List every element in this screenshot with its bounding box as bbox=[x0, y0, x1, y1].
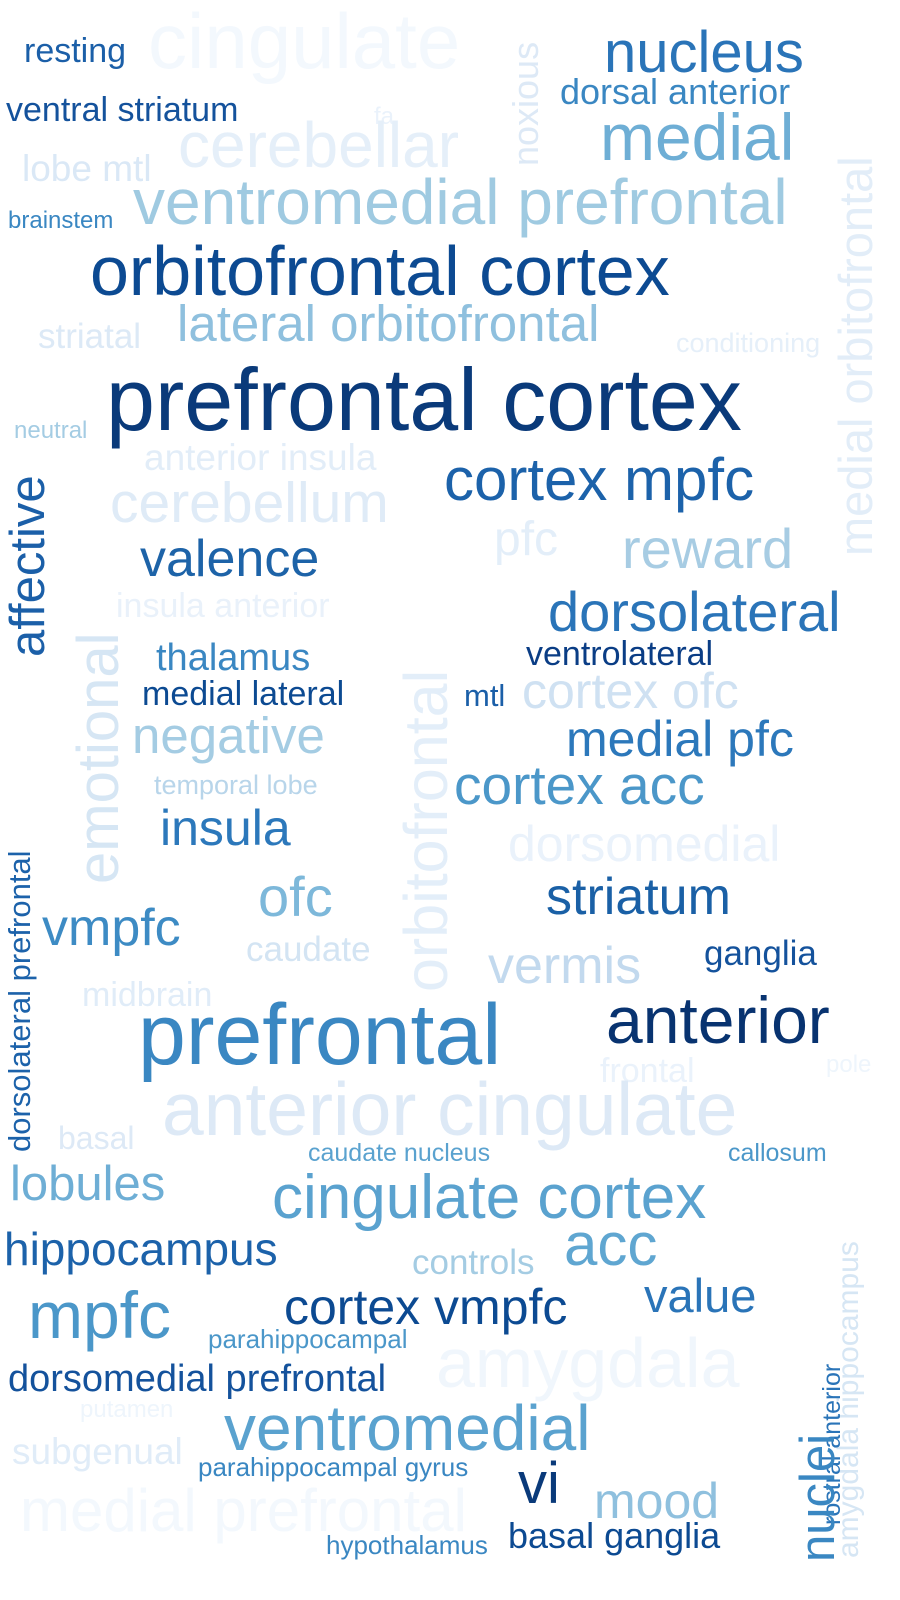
word-parahippocampal-gyrus: parahippocampal gyrus bbox=[198, 1452, 469, 1482]
word-mtl: mtl bbox=[464, 678, 506, 713]
word-value: value bbox=[644, 1269, 757, 1322]
word-midbrain: midbrain bbox=[82, 976, 213, 1014]
word-dorsomedial-prefrontal: dorsomedial prefrontal bbox=[8, 1358, 387, 1400]
word-vi: vi bbox=[518, 1451, 560, 1516]
word-frontal: frontal bbox=[600, 1052, 695, 1090]
word-orbitofrontal-cortex: orbitofrontal cortex bbox=[90, 232, 670, 310]
word-dorsolateral: dorsolateral bbox=[548, 580, 841, 643]
word-caudate-nucleus: caudate nucleus bbox=[308, 1139, 491, 1167]
word-controls: controls bbox=[412, 1243, 535, 1282]
word-temporal-lobe: temporal lobe bbox=[154, 770, 318, 800]
word-hippocampus: hippocampus bbox=[4, 1223, 278, 1275]
word-parahippocampal: parahippocampal bbox=[208, 1324, 408, 1354]
word-medial-prefrontal: medial prefrontal bbox=[20, 1477, 467, 1544]
word-striatal: striatal bbox=[38, 317, 142, 356]
word-cerebellum: cerebellum bbox=[110, 471, 389, 535]
word-dorsomedial: dorsomedial bbox=[508, 816, 781, 872]
word-ventromedial: ventromedial bbox=[224, 1392, 591, 1464]
word-medial-lateral: medial lateral bbox=[142, 675, 345, 713]
word-cingulate: cingulate bbox=[148, 0, 461, 85]
word-resting: resting bbox=[24, 32, 127, 70]
word-cortex-mpfc: cortex mpfc bbox=[444, 446, 755, 513]
word-putamen: putamen bbox=[80, 1396, 174, 1423]
word-insula: insula bbox=[160, 800, 291, 856]
word-caudate: caudate bbox=[246, 930, 371, 969]
word-thalamus: thalamus bbox=[156, 637, 311, 679]
word-vermis: vermis bbox=[488, 937, 642, 995]
word-ventral-striatum: ventral striatum bbox=[6, 91, 239, 129]
word-nuclei: nuclei bbox=[791, 1433, 845, 1562]
word-amygdala: amygdala bbox=[436, 1324, 740, 1402]
word-valence: valence bbox=[140, 530, 320, 588]
word-medial-pfc: medial pfc bbox=[566, 711, 794, 767]
word-insula-anterior: insula anterior bbox=[116, 587, 330, 625]
word-pole: pole bbox=[826, 1051, 872, 1078]
word-mood: mood bbox=[594, 1473, 720, 1529]
word-neutral: neutral bbox=[14, 417, 88, 444]
word-reward: reward bbox=[622, 517, 794, 580]
word-cerebellar: cerebellar bbox=[178, 109, 460, 181]
word-ventrolateral: ventrolateral bbox=[526, 635, 714, 673]
word-prefrontal-cortex: prefrontal cortex bbox=[106, 350, 742, 449]
word-medial-orbitofrontal: medial orbitofrontal bbox=[829, 156, 882, 556]
word-dorsal-anterior: dorsal anterior bbox=[560, 71, 791, 112]
word-conditioning: conditioning bbox=[676, 328, 821, 358]
word-acc: acc bbox=[564, 1211, 658, 1278]
word-lobules: lobules bbox=[10, 1157, 166, 1211]
word-fa: fa bbox=[374, 103, 395, 130]
word-lateral-orbitofrontal: lateral orbitofrontal bbox=[177, 295, 600, 352]
word-anterior: anterior bbox=[606, 983, 830, 1057]
word-ofc: ofc bbox=[258, 865, 333, 928]
word-subgenual: subgenual bbox=[12, 1431, 183, 1472]
word-anterior-cingulate: anterior cingulate bbox=[162, 1067, 738, 1151]
word-emotional: emotional bbox=[66, 632, 131, 884]
word-medial: medial bbox=[600, 100, 795, 174]
word-dorsolateral-prefrontal: dorsolateral prefrontal bbox=[2, 850, 37, 1152]
word-ventromedial-prefrontal: ventromedial prefrontal bbox=[133, 166, 788, 238]
word-ganglia: ganglia bbox=[704, 934, 817, 973]
word-lobe-mtl: lobe mtl bbox=[22, 148, 152, 189]
word-anterior-insula: anterior insula bbox=[144, 437, 377, 478]
word-affective: affective bbox=[1, 475, 55, 657]
word-basal: basal bbox=[58, 1120, 135, 1156]
word-basal-ganglia: basal ganglia bbox=[508, 1515, 721, 1556]
word-cingulate-cortex: cingulate cortex bbox=[272, 1163, 707, 1232]
word-noxious: noxious bbox=[505, 41, 546, 166]
word-cortex-acc: cortex acc bbox=[454, 754, 705, 816]
word-cortex-ofc: cortex ofc bbox=[522, 663, 739, 719]
word-pfc: pfc bbox=[494, 513, 559, 566]
word-negative: negative bbox=[132, 707, 325, 764]
word-vmpfc: vmpfc bbox=[42, 899, 181, 957]
word-mpfc: mpfc bbox=[28, 1278, 172, 1352]
word-cortex-vmpfc: cortex vmpfc bbox=[284, 1279, 568, 1335]
word-callosum: callosum bbox=[728, 1139, 827, 1167]
word-striatum: striatum bbox=[546, 868, 731, 926]
word-prefrontal: prefrontal bbox=[138, 987, 502, 1083]
word-nucleus: nucleus bbox=[604, 20, 804, 85]
word-orbitofrontal: orbitofrontal bbox=[392, 669, 460, 992]
word-brainstem: brainstem bbox=[8, 207, 114, 234]
word-hypothalamus: hypothalamus bbox=[326, 1530, 488, 1560]
